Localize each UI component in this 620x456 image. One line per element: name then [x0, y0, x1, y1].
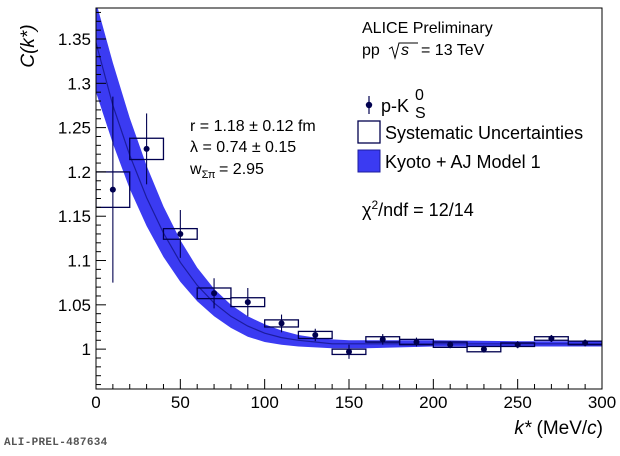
x-tick-label: 0 [91, 393, 100, 412]
axis-layer: 0 50 100 150 200 250 300 1 1.05 1.1 1.15 1.2 1.25 1.3… [58, 11, 616, 412]
data-marker [379, 336, 386, 343]
svg-text:0: 0 [415, 87, 424, 104]
data-point [196, 278, 232, 309]
data-marker [514, 341, 521, 348]
data-marker [447, 341, 454, 348]
plot-frame [95, 7, 603, 390]
data-marker [177, 230, 184, 237]
x-tick-label: 50 [171, 393, 190, 412]
y-tick-label: 1.35 [58, 30, 91, 49]
weight-parameter: wΣπ = 2.95 [189, 161, 264, 181]
lambda-parameter: λ = 0.74 ± 0.15 [190, 139, 296, 156]
x-tick-label: 300 [588, 393, 616, 412]
y-tick-label: 1.1 [67, 252, 91, 271]
data-point [264, 314, 300, 333]
svg-text:pp: pp [362, 42, 380, 59]
legend-data-entry: p-K 0 S [365, 87, 426, 122]
experiment-label: ALICE Preliminary [362, 20, 493, 37]
figure-id: ALI-PREL-487634 [4, 437, 108, 449]
x-tick-label: 200 [419, 393, 447, 412]
x-tick-label: 150 [335, 393, 363, 412]
data-marker [143, 145, 150, 152]
y-tick-label: 1.2 [67, 163, 91, 182]
data-marker [278, 320, 285, 327]
data-point [500, 341, 536, 349]
data-point [129, 113, 165, 185]
data-marker [480, 346, 487, 353]
data-marker [109, 186, 116, 193]
svg-text:p-K: p-K [381, 96, 409, 116]
data-marker [211, 290, 218, 297]
data-marker [244, 299, 251, 306]
model-central-line [96, 42, 602, 345]
data-point [297, 328, 333, 342]
legend-model-entry: Kyoto + AJ Model 1 [357, 149, 541, 173]
sqrt-s: s [401, 42, 409, 59]
svg-text:Kyoto + AJ Model 1: Kyoto + AJ Model 1 [385, 152, 541, 172]
data-point [533, 334, 569, 343]
sqrt-sign [388, 42, 418, 60]
data-marker [346, 348, 352, 355]
x-tick-label: 100 [250, 393, 278, 412]
x-tick-label: 250 [503, 393, 531, 412]
data-point [96, 96, 131, 283]
model-band [96, 8, 602, 349]
r-parameter: r = 1.18 ± 0.12 fm [190, 118, 316, 135]
legend-syst-entry: Systematic Uncertainties [357, 120, 583, 144]
data-layer [96, 96, 602, 359]
svg-text:wΣπ: wΣπ [189, 161, 216, 181]
chi2-label: χ2/ndf = 12/14 [362, 198, 474, 220]
legend: p-K 0 S Systematic Uncertainties Kyoto +… [357, 87, 583, 173]
y-tick-label: 1.15 [58, 207, 91, 226]
y-tick-label: 1.25 [58, 119, 91, 138]
y-tick-label: 1.3 [67, 74, 91, 93]
data-marker [582, 339, 589, 346]
system-prefix: pp [362, 42, 380, 59]
data-point [230, 287, 266, 317]
data-marker [312, 331, 319, 338]
y-tick-label: 1.05 [58, 296, 91, 315]
data-point [162, 210, 198, 258]
svg-text:S: S [415, 105, 426, 122]
data-marker [548, 335, 555, 342]
x-axis-title: k* (MeV/c) [514, 418, 603, 439]
data-marker [413, 339, 420, 346]
svg-text:= 2.95: = 2.95 [219, 161, 264, 178]
data-point [331, 344, 367, 359]
model-band-layer [96, 8, 602, 349]
collision-system-label: pp s = 13 TeV [362, 42, 485, 60]
y-axis-title: C(k*) [18, 24, 39, 67]
y-tick-label: 1 [82, 340, 91, 359]
data-point [466, 345, 502, 353]
energy-label: = 13 TeV [421, 42, 485, 59]
svg-text:Systematic Uncertainties: Systematic Uncertainties [385, 123, 583, 143]
data-point [432, 341, 468, 349]
